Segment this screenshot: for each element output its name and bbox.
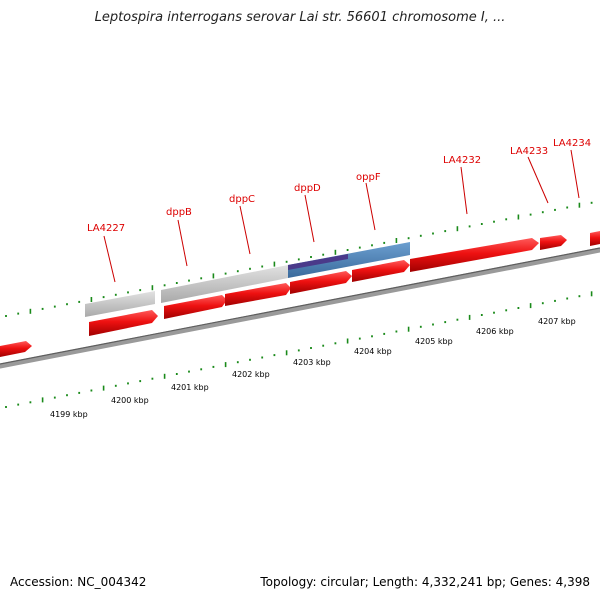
gene-arrow-oppf[interactable] <box>352 260 410 282</box>
lower-tick-track <box>5 291 593 408</box>
gene-label-la4233[interactable]: LA4233 <box>510 146 548 157</box>
kbp-label-4203: 4203 kbp <box>293 358 331 367</box>
gene-arrow-dppc[interactable] <box>225 283 291 306</box>
gene-dppd-oppf-bar[interactable] <box>288 242 410 278</box>
kbp-label-4207: 4207 kbp <box>538 317 576 326</box>
gene-arrow-dppd[interactable] <box>290 271 352 294</box>
gene-arrow-la4234[interactable] <box>590 231 600 246</box>
chromosome-backbone-edge <box>0 247 600 365</box>
kbp-label-4200: 4200 kbp <box>111 396 149 405</box>
gene-label-oppf[interactable]: oppF <box>356 172 381 183</box>
gene-label-la4227[interactable]: LA4227 <box>87 223 125 234</box>
gene-arrow-la4232[interactable] <box>410 238 539 272</box>
kbp-label-4206: 4206 kbp <box>476 327 514 336</box>
summary-text: Topology: circular; Length: 4,332,241 bp… <box>260 575 590 589</box>
map-title: Leptospira interrogans serovar Lai str. … <box>94 10 506 25</box>
chromosome-backbone <box>0 247 600 369</box>
gene-dppb-dppc-bar[interactable] <box>161 265 288 303</box>
gene-label-la4234[interactable]: LA4234 <box>553 138 591 149</box>
gene-label-la4232[interactable]: LA4232 <box>443 155 481 166</box>
gene-arrow-dppb[interactable] <box>164 295 227 319</box>
gene-dppd-highlight[interactable] <box>288 254 348 270</box>
gene-arrow-la4233[interactable] <box>540 235 567 250</box>
gene-arrow[interactable] <box>0 341 32 357</box>
gene-label-dppb[interactable]: dppB <box>166 207 192 218</box>
gene-label-dppc[interactable]: dppC <box>229 194 255 205</box>
gene-label-dppd[interactable]: dppD <box>294 183 321 194</box>
kbp-label-4205: 4205 kbp <box>415 337 453 346</box>
accession-text: Accession: NC_004342 <box>10 575 147 589</box>
gene-arrow-la4227[interactable] <box>89 310 158 336</box>
kbp-label-4201: 4201 kbp <box>171 383 209 392</box>
kbp-label-4204: 4204 kbp <box>354 347 392 356</box>
gene-leader-lines <box>103 149 580 283</box>
gene-la4227-bar[interactable] <box>85 291 155 317</box>
upper-tick-track <box>5 201 593 317</box>
kbp-label-4199: 4199 kbp <box>50 410 88 419</box>
kbp-label-4202: 4202 kbp <box>232 370 270 379</box>
